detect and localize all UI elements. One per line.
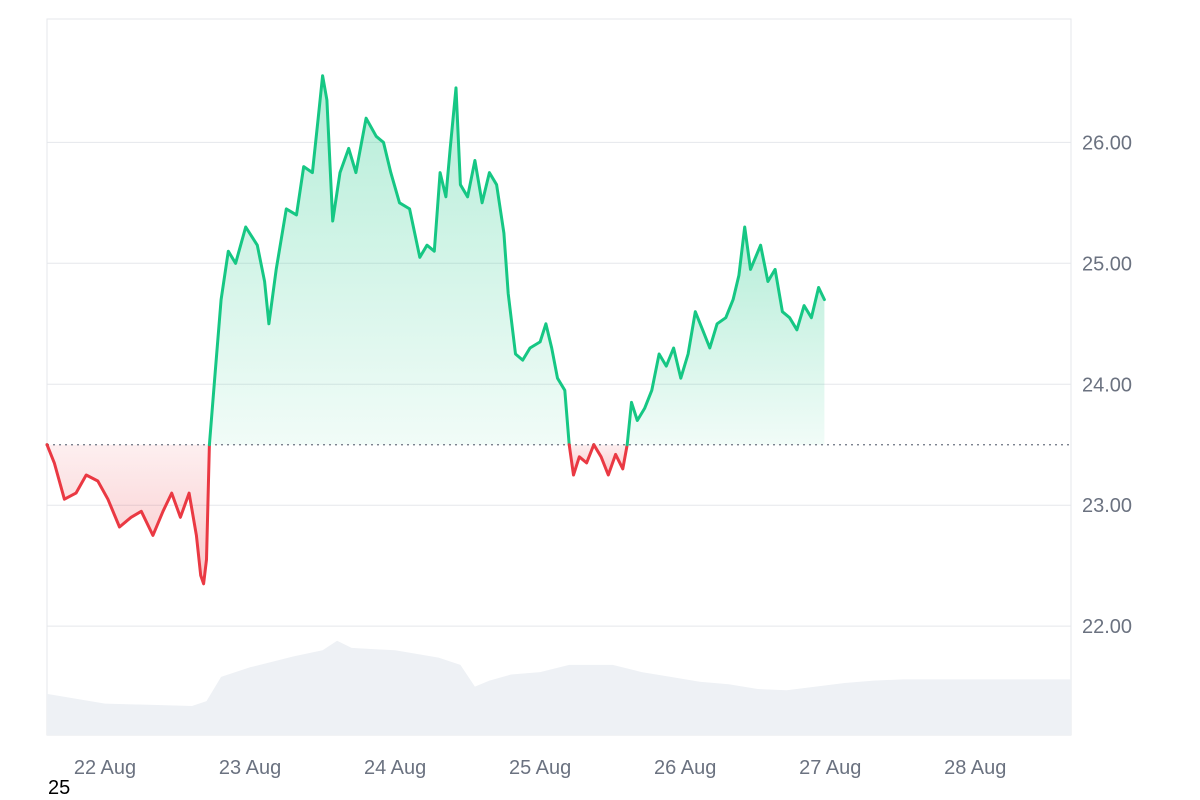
price-lines xyxy=(45,74,826,586)
area-below-baseline xyxy=(47,444,210,584)
footnote-label: 25 xyxy=(48,777,71,799)
x-tick-label: 25 Aug xyxy=(509,757,571,779)
area-above-baseline xyxy=(627,227,825,445)
price-line-up xyxy=(625,225,826,447)
x-tick-label: 26 Aug xyxy=(654,757,716,779)
volume-fill xyxy=(47,640,1071,735)
price-line-down xyxy=(567,443,596,477)
y-tick-label: 25.00 xyxy=(1082,253,1132,275)
price-line-down xyxy=(592,443,629,477)
area-below-baseline xyxy=(593,444,628,475)
x-axis-ticks: 22 Aug 23 Aug 24 Aug 25 Aug 26 Aug 27 Aug 28 A… xyxy=(74,757,1007,779)
y-axis-ticks: 22.00 23.00 24.00 25.00 26.00 xyxy=(1082,132,1132,638)
volume-area xyxy=(47,640,1071,735)
price-line-up xyxy=(207,74,571,447)
price-line-down xyxy=(45,443,211,586)
x-tick-label: 28 Aug xyxy=(944,757,1006,779)
y-tick-label: 23.00 xyxy=(1082,495,1132,517)
price-area-fills xyxy=(47,75,825,584)
x-tick-label: 27 Aug xyxy=(799,757,861,779)
y-tick-label: 22.00 xyxy=(1082,616,1132,638)
x-tick-label: 24 Aug xyxy=(364,757,426,779)
y-tick-label: 24.00 xyxy=(1082,374,1132,396)
x-tick-label: 22 Aug xyxy=(74,757,136,779)
area-above-baseline xyxy=(209,75,570,445)
plot-frame xyxy=(46,18,1072,736)
x-tick-label: 23 Aug xyxy=(219,757,281,779)
y-tick-label: 26.00 xyxy=(1082,132,1132,154)
